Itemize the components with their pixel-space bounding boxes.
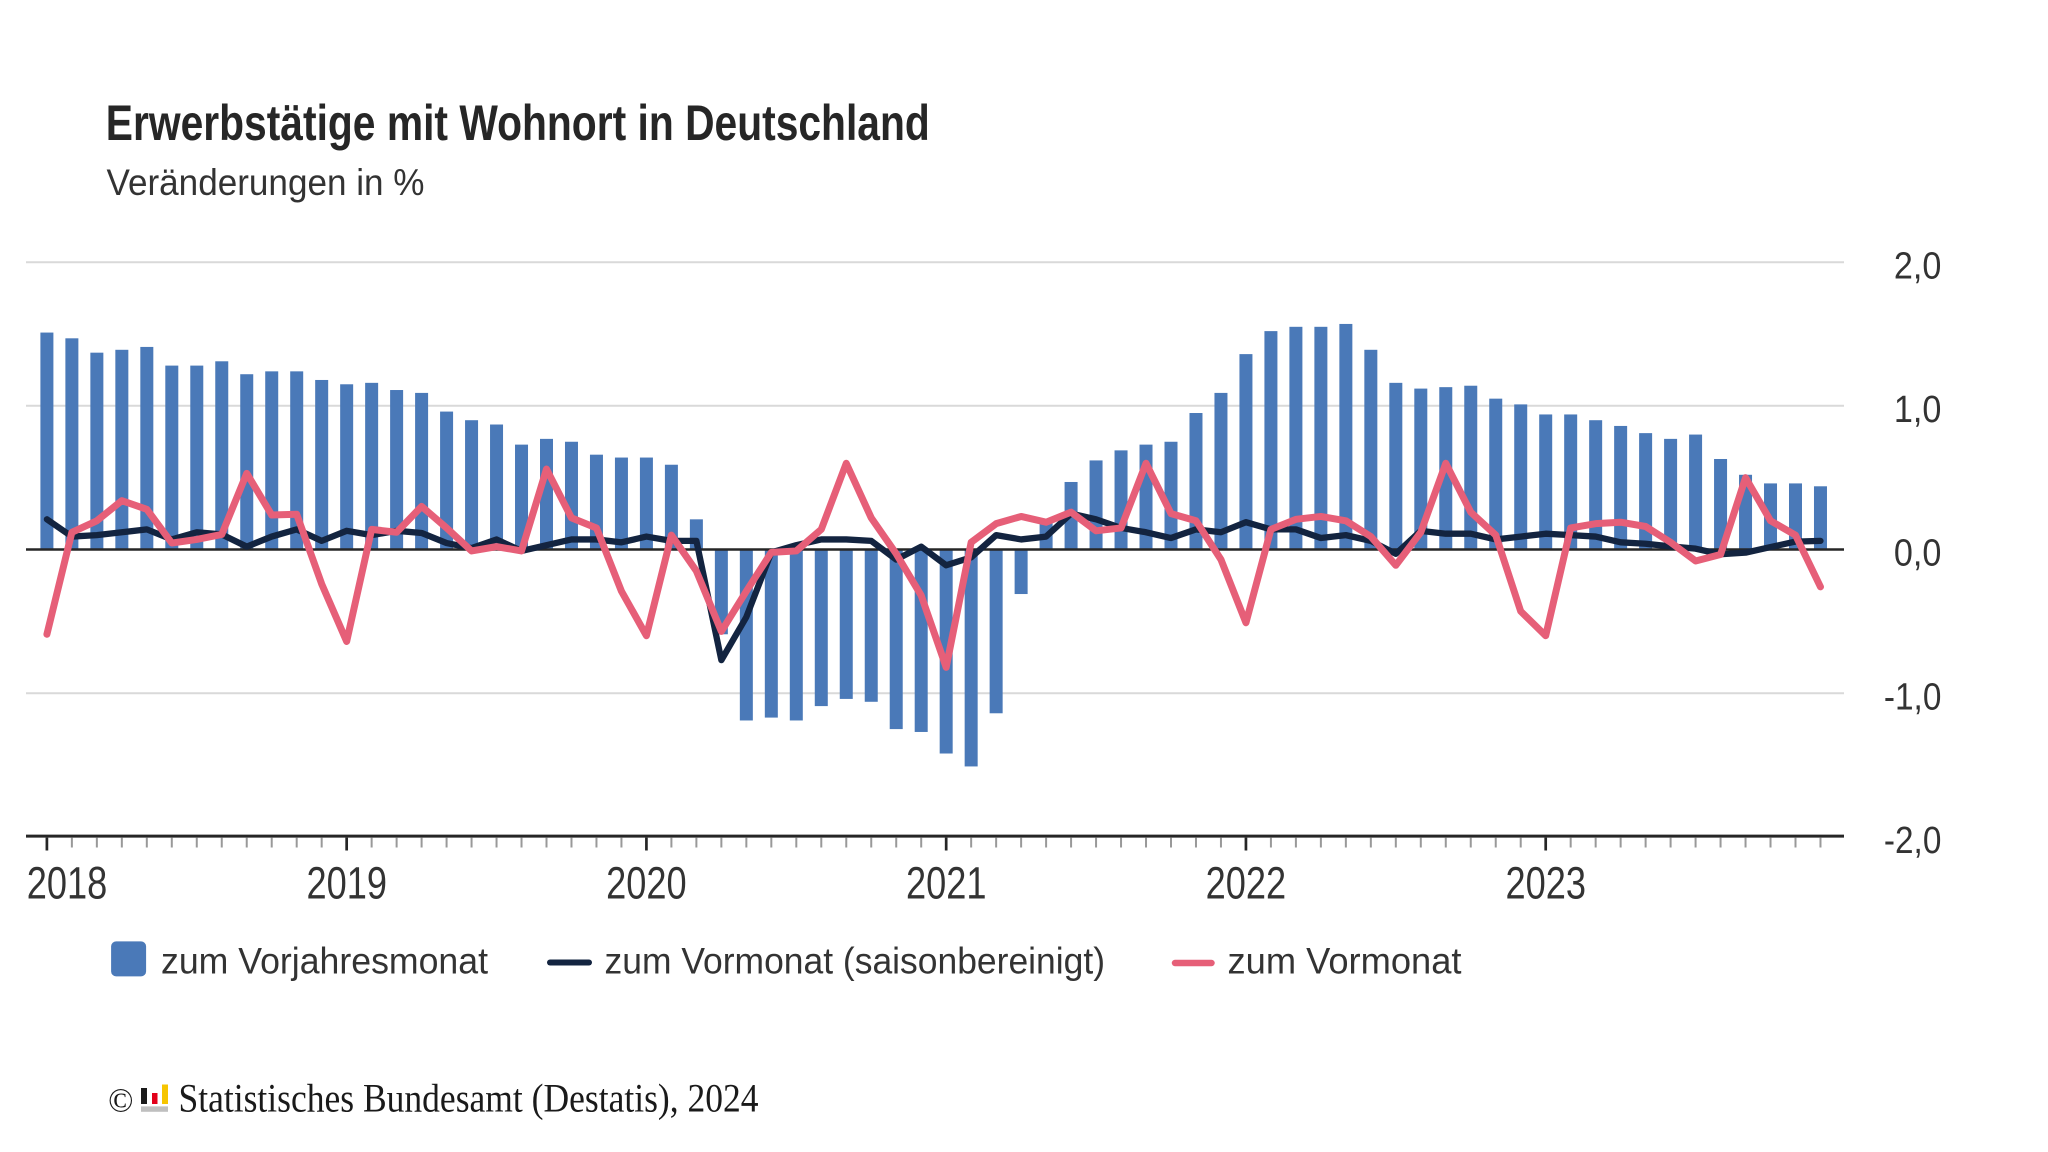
svg-text:Statistisches Bundesamt (Desta: Statistisches Bundesamt (Destatis), 2024	[179, 1076, 759, 1121]
svg-text:2021: 2021	[906, 858, 987, 909]
svg-text:2023: 2023	[1505, 858, 1586, 909]
svg-text:1,0: 1,0	[1894, 389, 1942, 431]
svg-text:2,0: 2,0	[1894, 245, 1942, 287]
svg-text:©: ©	[108, 1083, 133, 1120]
svg-text:Veränderungen in %: Veränderungen in %	[107, 162, 425, 203]
svg-text:Erwerbstätige mit Wohnort in D: Erwerbstätige mit Wohnort in Deutschland	[106, 94, 930, 151]
svg-text:zum Vorjahresmonat: zum Vorjahresmonat	[161, 941, 489, 982]
svg-text:2022: 2022	[1206, 858, 1287, 909]
svg-text:0,0: 0,0	[1894, 533, 1942, 575]
svg-text:zum Vormonat (saisonbereinigt): zum Vormonat (saisonbereinigt)	[605, 941, 1106, 982]
svg-text:2020: 2020	[606, 858, 687, 909]
svg-text:zum Vormonat: zum Vormonat	[1228, 941, 1463, 982]
svg-text:2019: 2019	[306, 858, 387, 909]
svg-text:-2,0: -2,0	[1884, 820, 1942, 862]
svg-text:2018: 2018	[27, 858, 108, 909]
svg-text:-1,0: -1,0	[1884, 676, 1942, 718]
